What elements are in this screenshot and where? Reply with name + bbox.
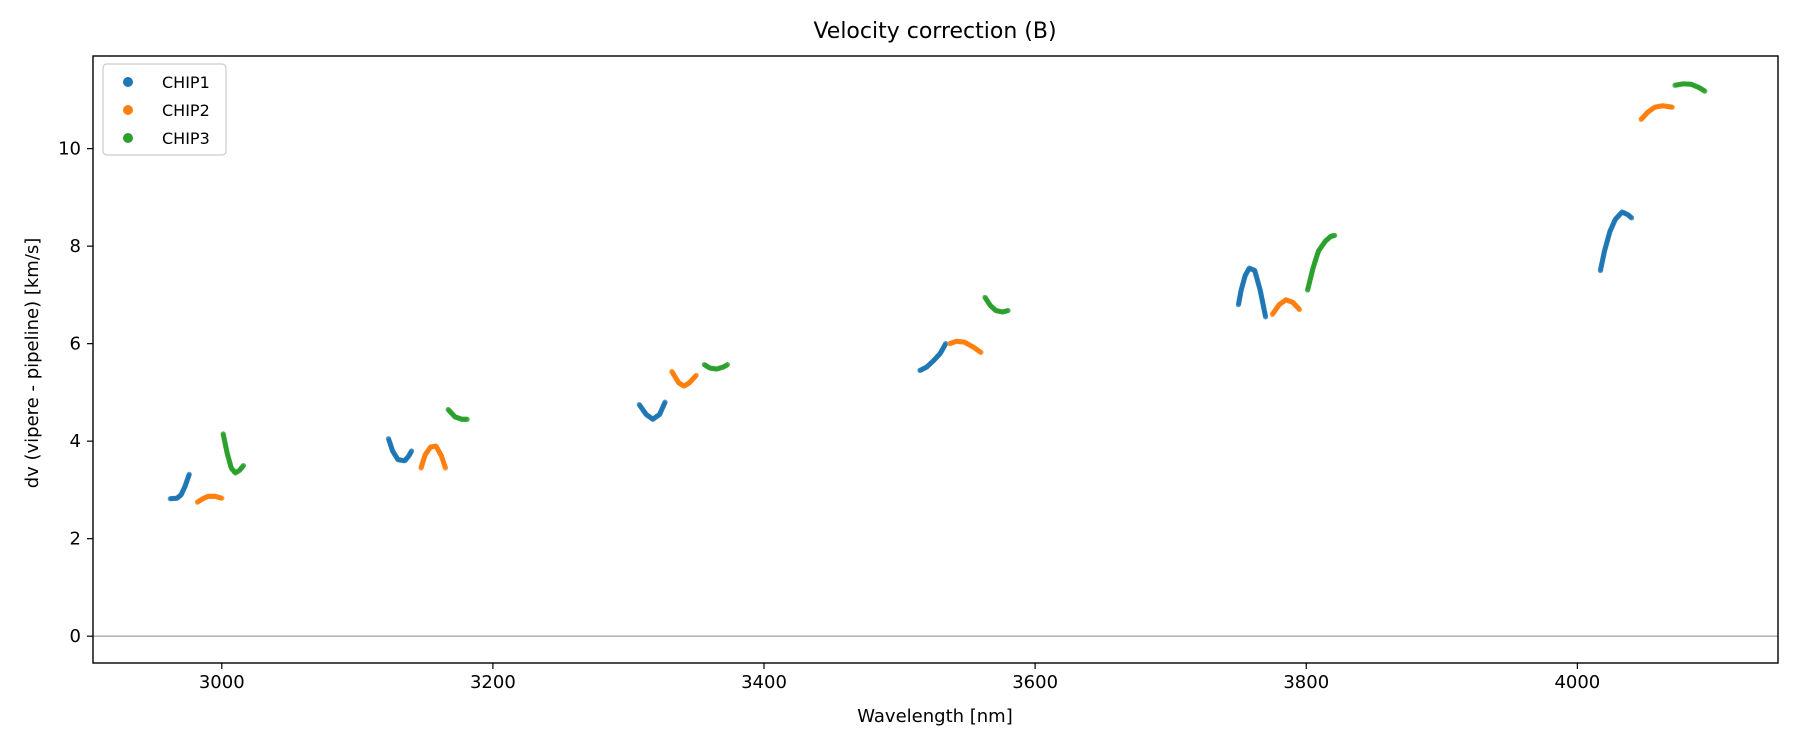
y-tick-label: 2 (70, 529, 81, 550)
x-tick-label: 3400 (741, 672, 787, 693)
y-tick-label: 10 (58, 139, 81, 160)
y-tick-label: 6 (70, 334, 81, 355)
series-chip2 (194, 103, 1675, 505)
x-tick-label: 3000 (199, 672, 245, 693)
legend-label-chip2: CHIP2 (162, 101, 210, 120)
y-tick-label: 4 (70, 431, 81, 452)
data-point (978, 349, 984, 356)
legend-marker-chip1 (123, 77, 133, 87)
series-chip3 (220, 81, 1708, 476)
data-point (1628, 215, 1635, 221)
x-tick-label: 3200 (470, 672, 516, 693)
y-axis-label: dv (vipere - pipeline) [km/s] (22, 238, 43, 489)
data-point (724, 362, 731, 368)
chart-title: Velocity correction (B) (813, 19, 1056, 44)
data-point (1262, 314, 1269, 320)
x-axis-label: Wavelength [nm] (857, 706, 1013, 727)
legend-label-chip1: CHIP1 (162, 73, 210, 92)
plot-frame (92, 55, 1779, 664)
x-tick-label: 4000 (1554, 672, 1600, 693)
y-tick-label: 8 (70, 236, 81, 257)
legend-label-chip3: CHIP3 (162, 129, 210, 148)
legend-box (102, 63, 227, 156)
data-point (442, 465, 449, 471)
data-point (219, 495, 225, 501)
legend-marker-chip2 (123, 105, 133, 115)
y-tick-label: 0 (70, 626, 81, 647)
legend-marker-chip3 (123, 133, 133, 143)
data-point (1005, 307, 1011, 314)
data-point (943, 341, 949, 347)
data-point (1669, 104, 1675, 110)
x-axis-ticks: 3000 3200 3400 3600 3800 4000 (199, 663, 1600, 693)
data-point (186, 471, 192, 477)
data-point (1332, 232, 1338, 239)
x-tick-label: 3600 (1012, 672, 1058, 693)
y-axis-ticks: 0 2 4 6 8 10 (58, 139, 93, 647)
legend: CHIP1 CHIP2 CHIP3 (102, 63, 227, 156)
data-point (1296, 306, 1303, 313)
data-point (408, 448, 415, 454)
data-points (167, 81, 1708, 505)
data-point (464, 416, 470, 422)
data-point (662, 399, 668, 405)
series-chip1 (167, 209, 1635, 502)
data-point (240, 462, 247, 469)
data-point (693, 372, 699, 378)
x-tick-label: 3800 (1283, 672, 1329, 693)
data-point (1702, 88, 1708, 94)
